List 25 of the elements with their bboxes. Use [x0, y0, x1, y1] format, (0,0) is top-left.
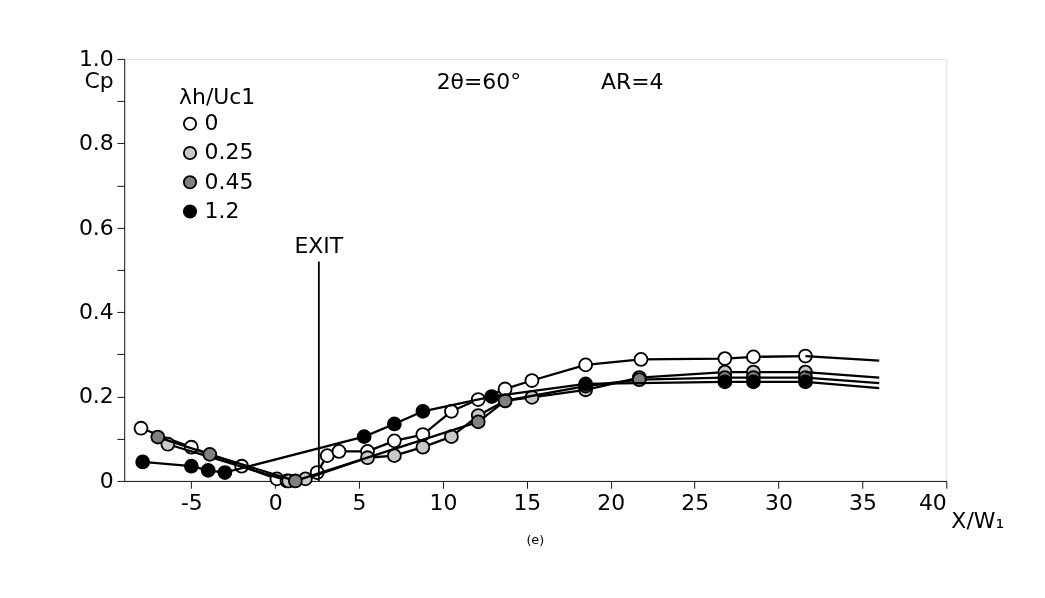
annotation: 2θ=60°: [436, 69, 522, 95]
text: (e): [526, 531, 545, 547]
legend-label: 0: [204, 110, 219, 136]
x-tick-label: 10: [429, 489, 458, 515]
y-tick-label: 0: [99, 467, 114, 493]
x-tick-label: 35: [848, 489, 877, 515]
x-tick-label: 40: [918, 489, 947, 515]
x-tick-label: 20: [597, 489, 626, 515]
annotation: AR=4: [601, 69, 664, 95]
y-tick-label: 0.8: [78, 130, 114, 156]
y-tick-label: 0.2: [78, 383, 114, 409]
x-tick-label: -5: [180, 489, 203, 515]
legend-title: λh/Uc1: [179, 83, 256, 109]
x-tick-label: 15: [513, 489, 542, 515]
legend-label: 0.45: [204, 168, 254, 194]
ref-line-label: EXIT: [294, 233, 344, 259]
x-tick-label: 30: [765, 489, 793, 515]
legend-label: 0.25: [204, 139, 254, 165]
x-tick-label: 25: [681, 489, 710, 515]
x-axis-title: X/W₁: [951, 508, 1005, 533]
y-tick-label: 0.4: [78, 299, 114, 324]
x-tick-label: 5: [352, 489, 367, 515]
x-tick-label: 0: [268, 489, 283, 515]
legend-label: 1.2: [204, 197, 240, 223]
y-tick-label: 0.6: [78, 214, 114, 240]
